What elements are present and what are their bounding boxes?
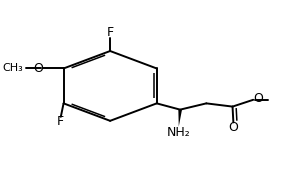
Text: O: O [33,62,43,75]
Text: O: O [253,92,263,105]
Text: F: F [107,26,114,39]
Polygon shape [178,110,182,127]
Text: CH₃: CH₃ [2,64,23,73]
Text: NH₂: NH₂ [167,126,191,139]
Text: O: O [228,121,238,134]
Text: F: F [57,115,65,128]
